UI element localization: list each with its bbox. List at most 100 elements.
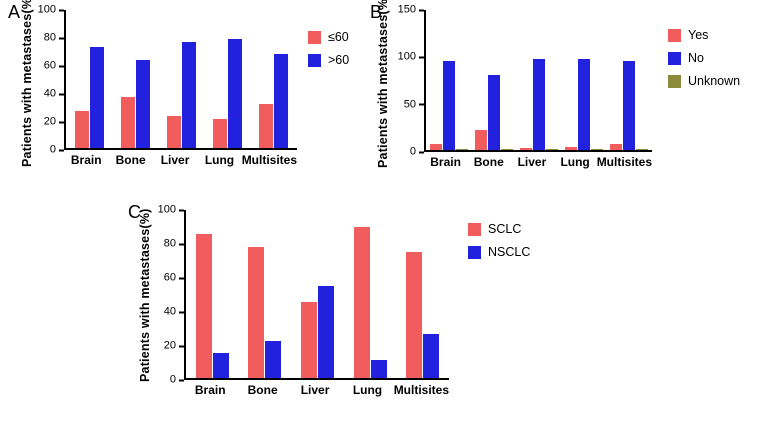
y-tick-label: 20 [163, 339, 176, 352]
bar-no-lung [578, 58, 591, 150]
x-tick-label-brain: Brain [70, 153, 102, 167]
bar-group-multisites [607, 10, 652, 150]
bar-group-multisites [251, 10, 297, 148]
y-tick-0: 0 [50, 144, 64, 156]
legend-item-le60: ≤60 [308, 30, 349, 44]
legend-label-nsclc: NSCLC [488, 245, 531, 259]
bar-group-lung [205, 10, 251, 148]
x-tick-label-multisites: Multisites [596, 155, 653, 169]
bar-yes-bone [474, 130, 487, 150]
bar-group-liver [158, 10, 204, 148]
legend-label-unknown: Unknown [688, 74, 741, 88]
y-tick-20: 20 [163, 339, 184, 352]
y-tick-mark [179, 311, 184, 313]
legend-swatch-no [668, 51, 681, 65]
panel-b: B Patients with metastases(%) 0 50 100 150 … [368, 0, 761, 204]
bar-unknown-multisites [636, 149, 649, 150]
legend-swatch-yes [668, 28, 681, 42]
bar-group-brain [66, 10, 112, 148]
y-tick-label: 100 [157, 203, 176, 216]
x-tick-label-bone: Bone [115, 153, 146, 167]
bar-yes-liver [520, 148, 532, 150]
y-tick-100: 100 [398, 51, 424, 63]
y-tick-label: 40 [163, 305, 176, 318]
y-tick-mark [179, 209, 184, 211]
bar-unknown-brain [455, 149, 468, 150]
legend-swatch-le60 [308, 30, 321, 44]
bar-group-bone [112, 10, 158, 148]
y-tick-mark [419, 56, 424, 59]
bar-yes-brain [429, 144, 442, 150]
y-tick-label: 80 [43, 31, 56, 44]
bar-no-multisites [623, 61, 636, 150]
y-tick-label: 40 [43, 87, 56, 100]
y-tick-0: 0 [170, 374, 184, 386]
legend-swatch-gt60 [308, 53, 321, 67]
y-tick-100: 100 [157, 203, 184, 216]
panel-c-letter: C [128, 202, 141, 222]
panel-a-letter: A [8, 2, 21, 22]
y-tick-80: 80 [43, 31, 64, 44]
bar-nsclc-bone [265, 341, 282, 378]
y-tick-mark [179, 277, 184, 279]
bar-yes-multisites [610, 144, 623, 150]
y-tick-label: 20 [43, 115, 56, 128]
y-tick-60: 60 [164, 272, 184, 284]
bar-unknown-lung [591, 149, 604, 150]
bar-group-lung [562, 10, 607, 150]
bar-group-liver [516, 10, 561, 150]
bar-no-bone [487, 75, 500, 150]
legend-label-gt60: >60 [328, 53, 350, 67]
bar-no-brain [442, 61, 455, 150]
x-tick-label-brain: Brain [194, 383, 226, 397]
x-tick-label-brain: Brain [430, 155, 461, 169]
y-tick-label: 150 [397, 3, 416, 16]
bar-le60-bone [120, 96, 135, 148]
bar-no-liver [533, 58, 545, 150]
chart-a-legend: ≤60 >60 [308, 30, 349, 67]
legend-label-sclc: SCLC [488, 222, 522, 236]
bar-gt60-multisites [274, 54, 289, 148]
x-tick-label-lung: Lung [352, 383, 383, 397]
panel-b-letter: B [370, 2, 383, 22]
x-tick-label-multisites: Multisites [241, 153, 298, 167]
legend-label-yes: Yes [688, 28, 709, 42]
bar-nsclc-lung [370, 359, 387, 378]
y-tick-mark [419, 9, 424, 11]
y-tick-mark [419, 151, 424, 153]
chart-c: Patients with metastases(%) 0 20 40 60 80 100… [136, 204, 450, 402]
bar-unknown-bone [500, 149, 513, 150]
y-tick-mark [59, 149, 64, 151]
y-tick-mark [419, 103, 424, 106]
chart-b-legend: Yes No Unknown [668, 28, 740, 88]
chart-c-legend: SCLC NSCLC [468, 222, 530, 259]
x-tick-label-bone: Bone [247, 383, 278, 397]
bar-sclc-lung [353, 226, 370, 378]
legend-label-le60: ≤60 [328, 30, 349, 44]
y-tick-mark [59, 93, 64, 95]
chart-b-x-axis-labels: Brain Bone Liver Lung Multisites [424, 152, 652, 174]
y-tick-50: 50 [404, 99, 424, 110]
legend-item-no: No [668, 51, 740, 65]
y-tick-mark [179, 379, 184, 381]
x-tick-label-bone: Bone [473, 155, 504, 169]
chart-b: Patients with metastases(%) 0 50 100 150 Br… [374, 0, 652, 174]
y-tick-100: 100 [37, 3, 64, 16]
y-tick-mark [179, 243, 184, 245]
y-tick-150: 150 [397, 3, 424, 16]
bar-group-multisites [396, 210, 449, 378]
y-tick-label: 100 [37, 3, 56, 16]
legend-swatch-sclc [468, 222, 481, 236]
chart-a-x-axis-labels: Brain Bone Liver Lung Multisites [64, 150, 297, 172]
bar-nsclc-multisites [423, 334, 440, 378]
x-tick-label-liver: Liver [300, 383, 330, 397]
chart-c-y-axis: 0 20 40 60 80 100 [154, 204, 184, 385]
legend-item-gt60: >60 [308, 53, 349, 67]
legend-item-sclc: SCLC [468, 222, 530, 236]
x-tick-label-multisites: Multisites [393, 383, 450, 397]
legend-item-nsclc: NSCLC [468, 245, 530, 259]
bar-sclc-multisites [406, 252, 423, 378]
y-tick-80: 80 [164, 238, 184, 250]
legend-item-yes: Yes [668, 28, 740, 42]
bar-unknown-liver [546, 149, 558, 150]
